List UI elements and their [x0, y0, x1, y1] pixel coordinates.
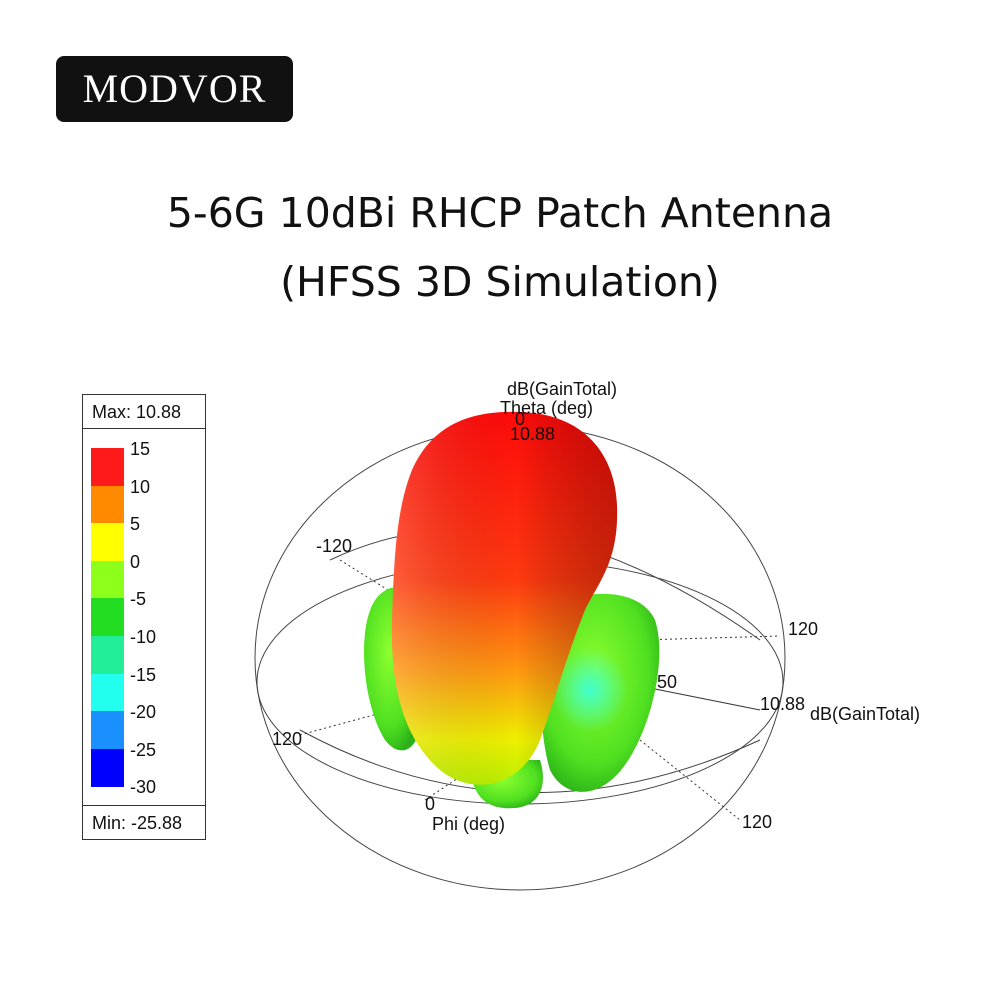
legend-swatch: [91, 448, 124, 486]
legend-swatch: [91, 636, 124, 674]
left-tick-label-bottom: 120: [272, 729, 302, 749]
legend-tick-label: 5: [130, 514, 141, 535]
phi-zero-label: 0: [425, 794, 435, 814]
mid-tick-label: 50: [657, 672, 677, 692]
right-peak-label: 10.88: [760, 694, 805, 714]
legend-max-label: Max: 10.88: [83, 395, 205, 429]
left-tick-label: -120: [316, 536, 352, 556]
legend-tick-label: -10: [130, 627, 157, 647]
legend-swatch: [91, 711, 124, 750]
right-axis-label: dB(GainTotal): [810, 704, 920, 724]
peak-value-label: 10.88: [510, 424, 555, 444]
legend-swatch: [91, 598, 124, 637]
brand-name: MODVOR: [82, 66, 267, 111]
color-scale-legend: Max: 10.88 15 10 5 0 -5 -10 -15 -20 -25 -30 Min: …: [82, 394, 206, 840]
phi-axis-label: Phi (deg): [432, 814, 505, 834]
side-lobe-spot: [552, 648, 628, 732]
legend-swatch: [91, 560, 124, 599]
radiation-lobes: [364, 411, 660, 809]
legend-swatch: [91, 485, 124, 524]
legend-swatch: [91, 523, 124, 562]
page-subtitle: (HFSS 3D Simulation): [280, 258, 720, 306]
legend-tick-label: 0: [130, 551, 141, 572]
legend-tick-label: -20: [130, 702, 157, 723]
top-axis-label: dB(GainTotal): [507, 379, 617, 399]
legend-tick-label: -5: [130, 589, 147, 610]
legend-tick-label: -30: [130, 777, 157, 798]
page-title: 5-6G 10dBi RHCP Patch Antenna: [166, 189, 834, 237]
right-tick-label-top: 120: [788, 619, 818, 639]
legend-tick-label: -25: [130, 739, 157, 760]
legend-min-label: Min: -25.88: [83, 805, 205, 839]
right-tick-label-bottom: 120: [742, 812, 772, 832]
legend-tick-label: -15: [130, 664, 157, 685]
legend-swatch: [91, 748, 124, 787]
legend-swatch: [91, 673, 124, 712]
theta-axis-label: Theta (deg): [500, 398, 593, 418]
legend-tick-label: 15: [130, 439, 151, 459]
theta-zero-label: 0: [515, 409, 525, 429]
legend-tick-label: 10: [130, 476, 151, 497]
brand-logo: MODVOR: [56, 56, 293, 122]
